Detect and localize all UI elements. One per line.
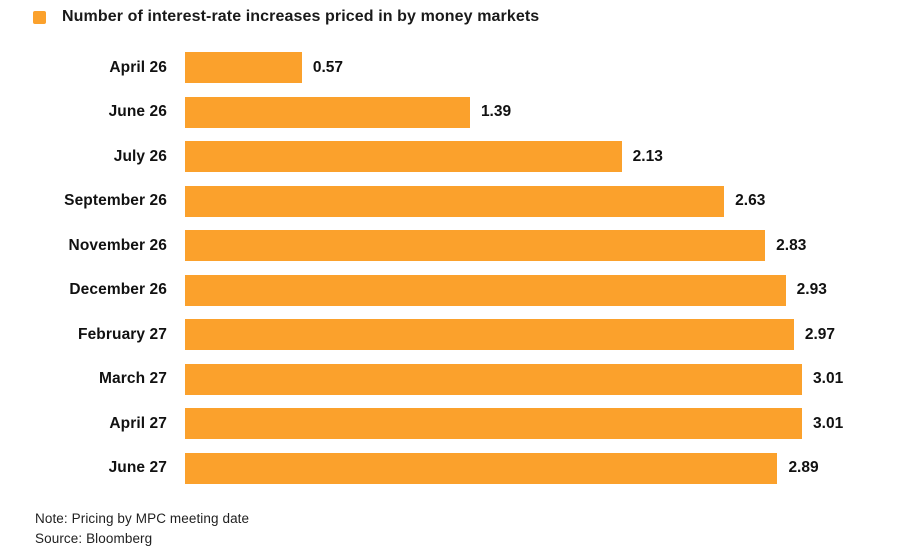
chart-legend: Number of interest-rate increases priced… — [33, 8, 539, 26]
category-label: July 26 — [113, 147, 167, 165]
category-label: December 26 — [69, 281, 167, 298]
bar-zone: 2.63 — [185, 185, 841, 217]
value-label: 2.89 — [788, 459, 819, 476]
value-label: 2.93 — [796, 281, 827, 298]
bar — [185, 185, 725, 217]
bar-zone: 2.13 — [185, 141, 841, 172]
value-label: 1.39 — [480, 103, 512, 120]
value-label: 0.57 — [312, 58, 344, 76]
category-label: September 26 — [64, 192, 167, 209]
footer-source: Source: Bloomberg — [35, 531, 153, 546]
bar-zone: 2.93 — [185, 274, 841, 306]
bar — [185, 319, 794, 350]
bar-zone: 3.01 — [185, 408, 844, 439]
bar — [185, 230, 766, 261]
value-label: 3.01 — [813, 370, 844, 387]
bar-row: June 27 2.89 — [0, 452, 902, 484]
bar-zone: 2.83 — [185, 230, 841, 261]
legend-label: Number of interest-rate increases priced… — [62, 8, 540, 25]
category-label: April 27 — [109, 414, 167, 432]
bar-chart: April 26 0.57 June 26 1.39 July 26 2.13 … — [0, 52, 902, 497]
bar — [185, 96, 470, 128]
chart-footer: Note: Pricing by MPC meeting date Source… — [35, 509, 249, 549]
bar-zone: 3.01 — [185, 363, 844, 395]
category-label: June 27 — [108, 459, 167, 476]
value-label: 3.01 — [813, 414, 844, 432]
bar-row: December 26 2.93 — [0, 274, 902, 306]
bar-zone: 0.57 — [185, 52, 841, 83]
bar-row: March 27 3.01 — [0, 363, 902, 395]
bar-zone: 1.39 — [185, 96, 841, 128]
bar-row: November 26 2.83 — [0, 230, 902, 261]
category-label: February 27 — [78, 325, 167, 343]
bar-row: July 26 2.13 — [0, 141, 902, 172]
bar-row: September 26 2.63 — [0, 185, 902, 217]
footer-note: Note: Pricing by MPC meeting date — [35, 511, 250, 526]
value-label: 2.63 — [735, 192, 766, 209]
category-label: April 26 — [109, 58, 167, 76]
bar-row: April 26 0.57 — [0, 52, 902, 83]
legend-swatch-icon — [33, 10, 46, 24]
bar-row: February 27 2.97 — [0, 319, 902, 350]
value-label: 2.97 — [804, 325, 836, 343]
bar — [185, 363, 803, 395]
bar — [185, 141, 622, 172]
bar-row: April 27 3.01 — [0, 408, 902, 439]
bar-zone: 2.97 — [185, 319, 841, 350]
bar — [185, 408, 803, 439]
bar-row: June 26 1.39 — [0, 96, 902, 128]
value-label: 2.83 — [776, 236, 807, 254]
category-label: June 26 — [108, 103, 167, 120]
bar-zone: 2.89 — [185, 452, 841, 484]
bar — [185, 52, 302, 83]
value-label: 2.13 — [632, 147, 663, 165]
bar — [185, 274, 786, 306]
category-label: November 26 — [68, 236, 167, 254]
bar — [185, 452, 778, 484]
category-label: March 27 — [99, 370, 167, 387]
